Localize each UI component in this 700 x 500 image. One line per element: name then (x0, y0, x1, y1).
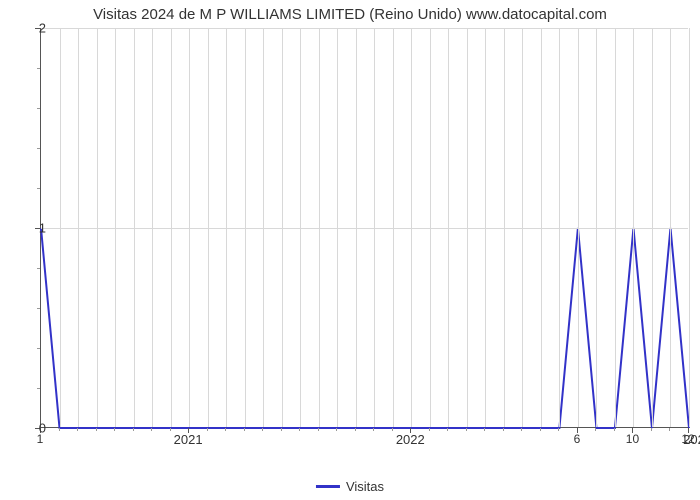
legend-label: Visitas (346, 479, 384, 494)
chart-title: Visitas 2024 de M P WILLIAMS LIMITED (Re… (0, 0, 700, 23)
x-axis-label: 6 (574, 432, 581, 446)
x-axis-label-truncated: 202 (683, 432, 700, 447)
x-axis-label: 2021 (174, 432, 203, 447)
x-axis-label: 1 (37, 432, 44, 446)
y-axis-label: 2 (39, 21, 46, 36)
y-axis-label: 1 (39, 221, 46, 236)
x-axis-label: 2022 (396, 432, 425, 447)
x-axis-label: 10 (626, 432, 639, 446)
legend-swatch (316, 485, 340, 488)
legend: Visitas (316, 479, 384, 494)
chart-container: Visitas 2024 de M P WILLIAMS LIMITED (Re… (0, 0, 700, 500)
plot-area (40, 28, 688, 428)
